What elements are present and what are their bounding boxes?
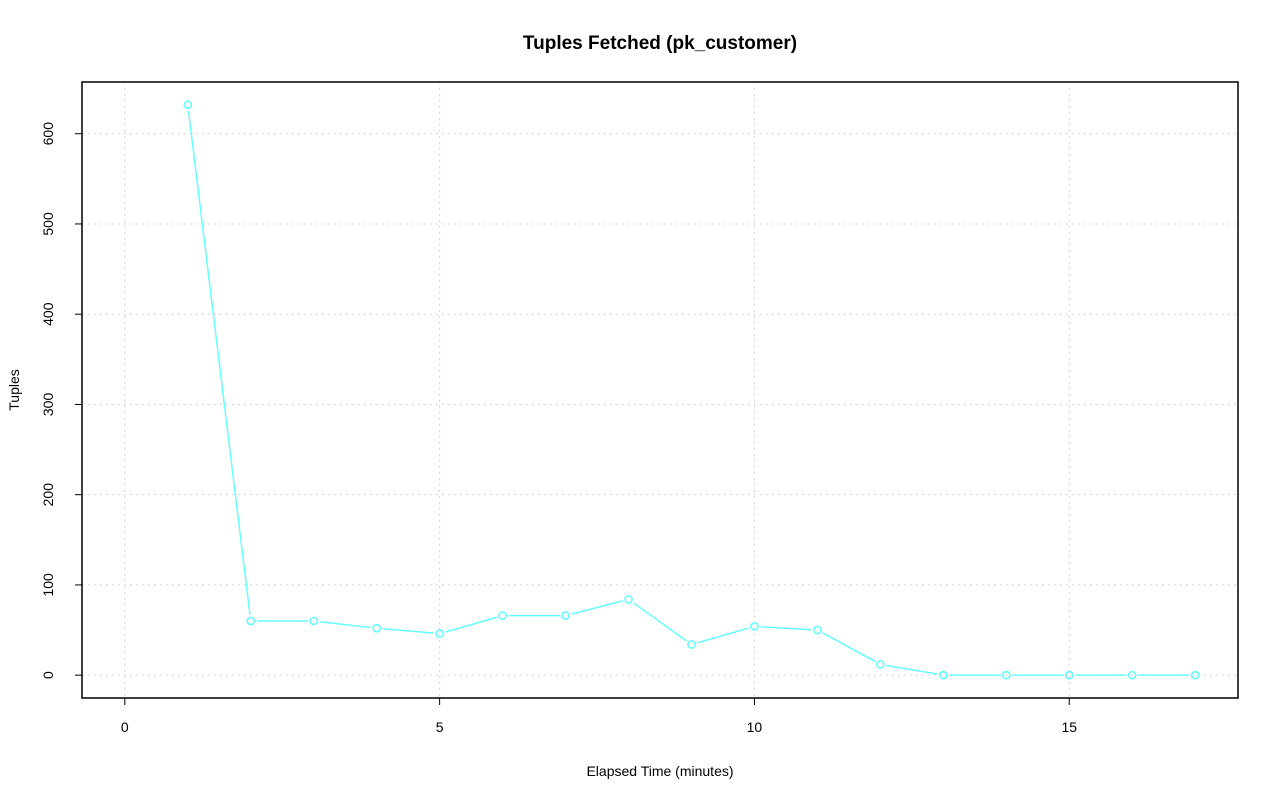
x-tick-label: 0 — [121, 719, 129, 735]
y-tick-label: 600 — [40, 122, 56, 146]
data-point — [561, 611, 570, 621]
data-point — [1190, 670, 1200, 680]
y-tick-label: 500 — [40, 212, 56, 236]
y-axis-label: Tuples — [6, 369, 22, 411]
series-segment — [445, 616, 498, 633]
x-tick-label: 15 — [1061, 719, 1077, 735]
data-point — [498, 611, 507, 621]
series-segment — [632, 602, 688, 642]
series-segment — [382, 628, 434, 634]
data-point — [246, 616, 256, 626]
data-point — [813, 625, 822, 635]
x-tick-label: 5 — [436, 719, 444, 735]
series-segment — [886, 664, 938, 675]
x-tick-label: 10 — [747, 719, 763, 735]
data-point — [624, 594, 633, 604]
data-point — [687, 640, 696, 649]
chart-title: Tuples Fetched (pk_customer) — [523, 33, 797, 54]
data-point — [183, 100, 193, 110]
data-point — [938, 670, 948, 680]
series-segment — [571, 600, 623, 615]
y-axis: 0 100 200 300 400 500 600 — [40, 122, 82, 679]
data-point — [372, 623, 382, 633]
data-point — [309, 616, 319, 626]
series-segment — [760, 626, 812, 631]
data-point — [1064, 670, 1074, 680]
y-tick-label: 400 — [40, 302, 56, 326]
y-tick-label: 100 — [40, 573, 56, 597]
y-tick-label: 0 — [40, 671, 56, 679]
x-axis: 0 5 10 15 — [121, 697, 1077, 735]
y-tick-label: 300 — [40, 393, 56, 417]
data-point — [1127, 670, 1137, 680]
series-segment — [187, 110, 251, 616]
data-point — [1001, 670, 1011, 680]
grid-lines — [82, 82, 1238, 698]
data-point — [750, 622, 759, 631]
series-pk-customer — [183, 100, 1200, 680]
series-segment — [822, 632, 876, 663]
series-segment — [319, 620, 371, 629]
series-segment — [697, 627, 749, 644]
data-point — [435, 629, 445, 639]
x-axis-label: Elapsed Time (minutes) — [586, 763, 733, 779]
y-tick-label: 200 — [40, 483, 56, 507]
plot-frame — [81, 81, 1239, 699]
data-point — [875, 659, 885, 669]
